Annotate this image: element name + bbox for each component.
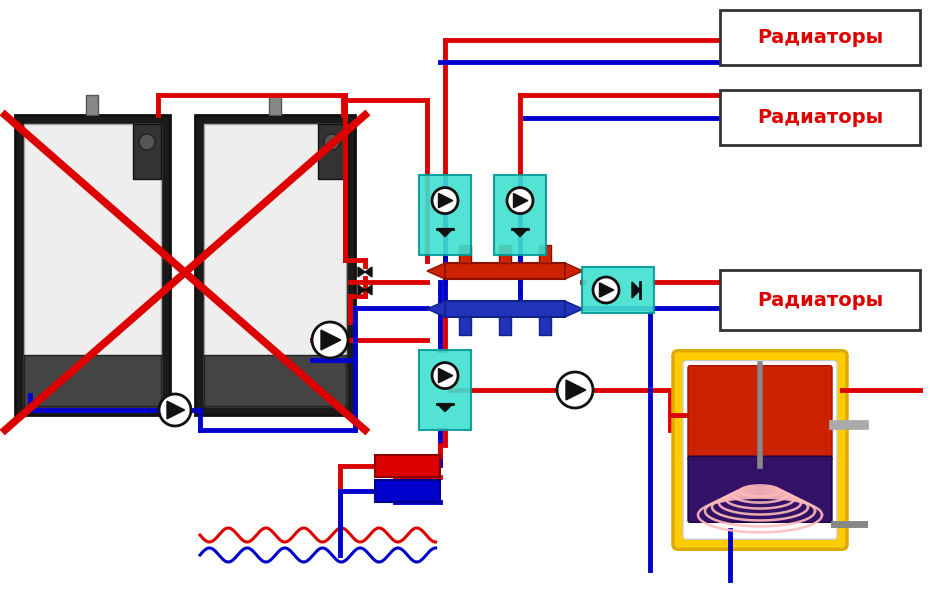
Polygon shape — [358, 285, 365, 295]
Bar — [86, 95, 98, 115]
Bar — [419, 350, 471, 430]
Bar — [459, 245, 471, 263]
Polygon shape — [427, 263, 445, 279]
Polygon shape — [427, 301, 445, 317]
Circle shape — [432, 362, 458, 389]
Polygon shape — [321, 330, 340, 350]
Bar — [720, 270, 920, 330]
FancyBboxPatch shape — [673, 350, 847, 549]
Bar — [459, 317, 471, 335]
Circle shape — [557, 372, 593, 408]
Bar — [269, 95, 281, 115]
Polygon shape — [365, 285, 372, 295]
Bar — [445, 263, 565, 279]
Bar — [204, 355, 346, 406]
Polygon shape — [565, 301, 583, 317]
Bar — [24, 124, 161, 406]
Circle shape — [312, 322, 348, 358]
Bar — [195, 115, 355, 415]
FancyBboxPatch shape — [688, 456, 832, 522]
Bar — [24, 355, 161, 406]
Bar — [499, 245, 511, 263]
Bar — [133, 124, 161, 179]
Polygon shape — [512, 229, 528, 237]
Polygon shape — [599, 283, 613, 297]
Bar — [204, 124, 346, 406]
Polygon shape — [167, 401, 184, 419]
Bar — [539, 317, 551, 335]
Text: Радиаторы: Радиаторы — [756, 291, 884, 310]
Bar — [318, 124, 346, 179]
Polygon shape — [632, 282, 640, 298]
Bar — [375, 480, 440, 502]
Bar — [15, 115, 170, 415]
Polygon shape — [437, 229, 453, 237]
Circle shape — [507, 187, 533, 214]
FancyBboxPatch shape — [688, 366, 832, 460]
Bar — [375, 455, 440, 477]
Text: Радиаторы: Радиаторы — [756, 28, 884, 47]
Bar — [499, 317, 511, 335]
Circle shape — [139, 134, 155, 150]
Bar — [720, 10, 920, 65]
Polygon shape — [566, 380, 586, 400]
Circle shape — [432, 187, 458, 214]
FancyBboxPatch shape — [683, 361, 837, 539]
Bar — [494, 175, 546, 255]
Polygon shape — [437, 404, 453, 412]
Circle shape — [593, 277, 619, 303]
Bar — [539, 245, 551, 263]
Polygon shape — [365, 267, 372, 277]
Circle shape — [159, 394, 191, 426]
Bar — [445, 301, 565, 317]
Polygon shape — [439, 368, 453, 383]
Circle shape — [324, 134, 340, 150]
Polygon shape — [439, 193, 453, 208]
Bar — [582, 267, 654, 313]
Polygon shape — [358, 267, 365, 277]
Bar — [720, 90, 920, 145]
Polygon shape — [565, 263, 583, 279]
Text: Радиаторы: Радиаторы — [756, 108, 884, 127]
Polygon shape — [513, 193, 527, 208]
Bar — [419, 175, 471, 255]
